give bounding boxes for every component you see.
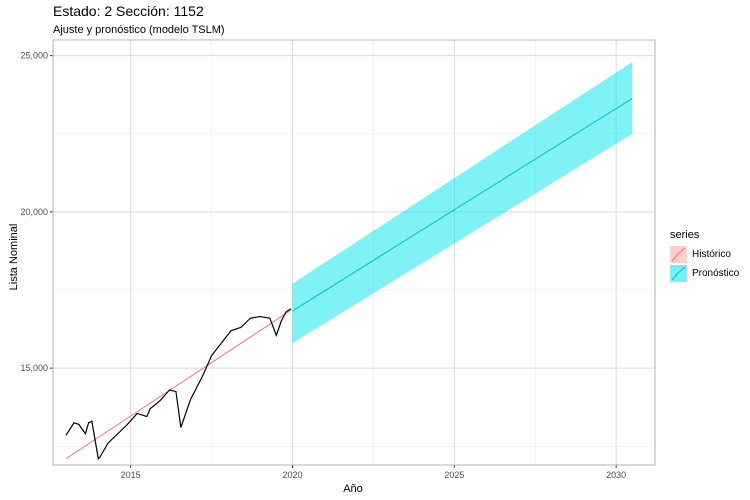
- forecast-mean-line: [292, 98, 633, 312]
- x-axis-label: Año: [343, 483, 363, 495]
- chart-title: Estado: 2 Sección: 1152: [53, 3, 204, 19]
- legend-label-historico: Histórico: [692, 249, 731, 260]
- legend-item-pronostico: Pronóstico: [670, 264, 739, 283]
- y-tick-label: 15,000: [20, 363, 48, 373]
- legend: series Histórico Pronóstico: [670, 229, 739, 283]
- fitted-trend-line: [65, 309, 292, 460]
- chart-subtitle: Ajuste y pronóstico (modelo TSLM): [53, 24, 225, 36]
- x-tick-label: 2020: [282, 470, 302, 480]
- legend-title: series: [670, 229, 700, 241]
- x-tick-label: 2025: [444, 470, 464, 480]
- legend-key-historico: [670, 246, 687, 263]
- legend-item-historico: Histórico: [670, 245, 739, 264]
- y-tick-label: 20,000: [20, 207, 48, 217]
- x-tick-label: 2015: [121, 470, 141, 480]
- observed-series-line: [65, 308, 292, 460]
- x-tick-label: 2030: [606, 470, 626, 480]
- panel-border: [52, 39, 656, 466]
- legend-label-pronostico: Pronóstico: [692, 268, 740, 279]
- forecast-interval-band: [292, 61, 633, 344]
- y-tick-label: 25,000: [20, 51, 48, 61]
- legend-key-pronostico: [670, 265, 687, 282]
